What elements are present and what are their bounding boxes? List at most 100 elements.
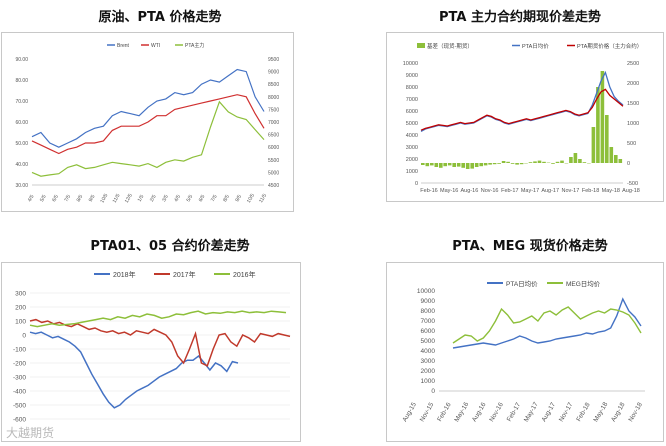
chart4-x-tick: Nov-16	[488, 401, 505, 423]
chart2-legend-label: PTA期货价格（主力合约）	[577, 42, 642, 50]
chart1-x-tick: 9/5	[234, 194, 243, 203]
chart2-yright-tick: 2000	[627, 81, 639, 87]
chart3-y-tick: 0	[22, 333, 26, 340]
chart4-y-tick: 9000	[421, 298, 436, 305]
chart1-x-tick: 8/5	[222, 194, 231, 203]
chart1-legend-label: PTA主力	[185, 42, 204, 49]
chart4-y-tick: 3000	[421, 358, 436, 365]
chart4-y-tick: 7000	[421, 318, 436, 325]
chart3-y-tick: 200	[15, 305, 26, 312]
chart4-x-tick: Nov-17	[558, 401, 575, 423]
chart3-legend-label: 2016年	[233, 270, 256, 279]
chart2-basis-bar	[583, 162, 587, 163]
chart2-basis-bar	[619, 159, 623, 163]
chart2-yleft-tick: 7000	[406, 97, 418, 103]
chart1-x-tick: 7/5	[63, 194, 72, 203]
chart2-title: PTA 主力合约期现价差走势	[400, 6, 640, 25]
chart3-y-tick: 100	[15, 319, 26, 326]
chart4-x-tick: May-17	[523, 401, 540, 424]
chart2-basis-bar	[569, 157, 573, 163]
chart1-x-tick: 11/5	[112, 193, 122, 204]
chart1-x-tick: 9/5	[88, 194, 97, 203]
chart4-y-tick: 4000	[421, 348, 436, 355]
chart2-basis-bar	[484, 163, 488, 165]
chart3-y-tick: -100	[13, 347, 26, 354]
chart1-yleft-tick: 80.00	[15, 78, 28, 84]
chart3-y-tick: -200	[13, 361, 26, 368]
chart1-x-tick: 10/5	[99, 193, 109, 205]
chart2-basis-bar	[511, 163, 515, 164]
chart3-y-tick: -500	[13, 403, 26, 410]
chart2-yright-tick: 1000	[627, 121, 639, 127]
chart2-yright-tick: 0	[627, 161, 630, 167]
chart2-basis-bar	[479, 163, 483, 166]
chart4-x-tick: May-16	[453, 401, 470, 424]
chart4-x-tick: Feb-17	[506, 401, 523, 423]
chart4-x-tick: Nov-15	[419, 401, 436, 423]
chart4-x-tick: Feb-18	[575, 401, 592, 423]
chart1-yleft-tick: 70.00	[15, 99, 28, 105]
chart2-basis-bar	[574, 153, 578, 163]
chart1-series-line	[32, 95, 264, 154]
chart2-basis-bar	[551, 163, 555, 164]
chart2-x-tick: May-16	[440, 188, 458, 194]
chart2-basis-bar	[533, 161, 537, 163]
chart2-basis-bar	[520, 163, 524, 164]
chart2-yright-tick: 500	[627, 141, 636, 147]
chart1-series-line	[32, 102, 264, 176]
chart1-title: 原油、PTA 价格走势	[60, 6, 260, 25]
chart3-y-tick: 300	[15, 291, 26, 298]
chart2-x-tick: Aug-17	[541, 188, 559, 194]
chart2-yleft-tick: 10000	[403, 61, 418, 67]
chart4-title: PTA、MEG 现货价格走势	[420, 235, 640, 254]
chart1-x-tick: 10/5	[246, 193, 256, 205]
chart2-yleft-tick: 3000	[406, 145, 418, 151]
chart2-basis-bar	[578, 159, 582, 163]
chart2-basis-bar	[426, 163, 430, 166]
chart4-legend-label: MEG日均价	[566, 279, 601, 288]
chart2-basis-bar	[457, 163, 461, 167]
chart2-x-tick: Aug-16	[461, 188, 479, 194]
chart2-yleft-tick: 9000	[406, 73, 418, 79]
chart3-series-line	[30, 332, 238, 408]
chart2-basis-bar	[605, 115, 609, 163]
chart2-basis-bar	[592, 127, 596, 163]
chart1-yright-tick: 5000	[268, 170, 279, 176]
chart1-yright-tick: 5500	[268, 158, 279, 164]
chart2-basis-bar	[556, 162, 560, 163]
chart1-yright-tick: 7500	[268, 107, 279, 113]
chart1-yleft-tick: 60.00	[15, 120, 28, 126]
chart1-x-tick: 8/5	[76, 194, 85, 203]
chart1-x-tick: 6/5	[51, 194, 60, 203]
chart2-basis-bar	[421, 163, 425, 165]
chart2-yleft-tick: 0	[415, 181, 418, 187]
chart2-x-tick: Feb-18	[582, 188, 599, 194]
chart3-legend-label: 2017年	[173, 270, 196, 279]
chart3-series-line	[30, 311, 286, 326]
chart1-yright-tick: 7000	[268, 120, 279, 126]
chart4-x-tick: Aug-16	[471, 401, 488, 423]
chart2-yright-tick: 2500	[627, 61, 639, 67]
chart1-x-tick: 7/5	[210, 194, 219, 203]
chart1-yleft-tick: 40.00	[15, 162, 28, 168]
chart1-legend-label: WTI	[151, 43, 160, 49]
watermark-logo: 大越期货	[6, 424, 54, 441]
chart3-y-tick: -400	[13, 389, 26, 396]
chart4-y-tick: 10000	[417, 288, 435, 295]
chart4-y-tick: 6000	[421, 328, 436, 335]
chart4-legend-label: PTA日均价	[506, 279, 538, 288]
chart1-x-tick: 5/5	[39, 194, 48, 203]
chart2-basis-bar	[601, 71, 605, 163]
chart1-yleft-tick: 50.00	[15, 141, 28, 147]
chart1-x-tick: 11/5	[258, 193, 268, 204]
chart3-y-tick: -300	[13, 375, 26, 382]
chart2-basis-bar	[506, 162, 510, 163]
chart2-basis-bar	[448, 163, 452, 165]
chart2-series-line	[421, 89, 623, 130]
chart3-title: PTA01、05 合约价差走势	[60, 235, 280, 254]
chart2-basis-bar	[439, 163, 443, 168]
chart1-x-tick: 4/5	[173, 194, 182, 203]
